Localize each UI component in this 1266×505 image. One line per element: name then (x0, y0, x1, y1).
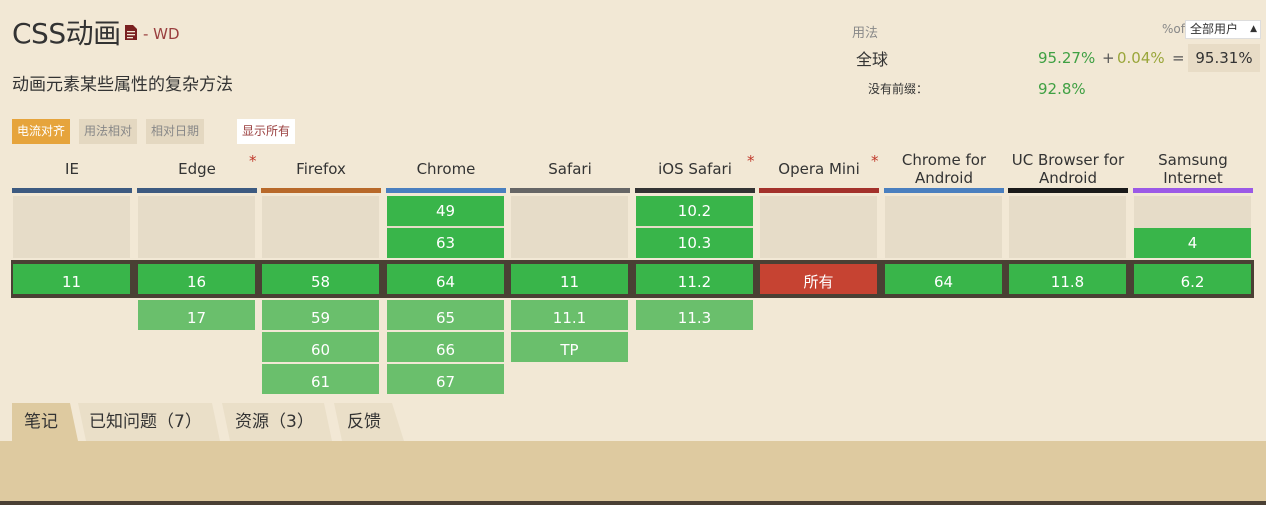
current-version-cell[interactable]: 11.2 (636, 264, 753, 294)
tab-known-issues[interactable]: 已知问题（7） (89, 412, 202, 432)
tab-feedback[interactable]: 反馈 (347, 412, 381, 432)
version-cell[interactable]: 63 (387, 228, 504, 258)
future-version-cell[interactable]: 66 (387, 332, 504, 362)
past-versions-bg (138, 196, 255, 258)
usage-label: 用法 (852, 26, 879, 41)
notes-panel (0, 441, 1266, 501)
user-scope-value: 全部用户 (1190, 22, 1239, 36)
past-versions-bg (262, 196, 379, 258)
current-version-cell[interactable]: 16 (138, 264, 255, 294)
future-version-cell[interactable]: 11.1 (511, 300, 628, 330)
future-version-cell[interactable]: 17 (138, 300, 255, 330)
browser-bar-chrome (386, 188, 506, 193)
browser-name-ie: IE (65, 160, 79, 178)
supported-percent: 95.27% (1038, 49, 1096, 67)
browser-name-chrome-for-android: Chrome for Android (901, 151, 987, 187)
future-version-cell[interactable]: 65 (387, 300, 504, 330)
version-cell[interactable]: 49 (387, 196, 504, 226)
browser-name-safari: Safari (548, 160, 592, 178)
filter-current-aligned[interactable]: 电流对齐 (12, 119, 71, 144)
current-version-cell[interactable]: 64 (885, 264, 1002, 294)
feature-description: 动画元素某些属性的复杂方法 (12, 75, 233, 95)
show-all-button[interactable]: 显示所有 (237, 119, 296, 144)
info-tabs: 笔记 已知问题（7） 资源（3） 反馈 (0, 403, 1266, 441)
current-version-cell[interactable]: 11 (511, 264, 628, 294)
past-versions-bg (885, 196, 1002, 258)
tab-shapes (12, 403, 404, 441)
future-version-cell[interactable]: 61 (262, 364, 379, 394)
browser-bar-samsung-internet (1133, 188, 1253, 193)
browser-name-samsung-internet: Samsung Internet (1158, 151, 1228, 187)
percent-of-label: %of (1162, 22, 1185, 36)
future-version-cell[interactable]: 11.3 (636, 300, 753, 330)
unprefixed-percent: 92.8% (1038, 80, 1086, 98)
filter-date-relative[interactable]: 相对日期 (146, 119, 205, 144)
spec-status[interactable]: - WD (143, 25, 180, 43)
browser-bar-ios-safari (635, 188, 755, 193)
browser-name-chrome: Chrome (416, 160, 476, 178)
current-version-cell[interactable]: 11 (13, 264, 130, 294)
current-version-cell[interactable]: 11.8 (1009, 264, 1126, 294)
equals-sign: = (1172, 49, 1185, 67)
browser-bar-chrome-for-android (884, 188, 1004, 193)
current-version-cell[interactable]: 64 (387, 264, 504, 294)
browser-bar-ie (12, 188, 132, 193)
total-percent: 95.31% (1188, 44, 1260, 72)
tab-notes[interactable]: 笔记 (24, 412, 58, 432)
current-version-cell[interactable]: 所有 (760, 264, 877, 294)
partial-percent: 0.04% (1117, 49, 1165, 67)
past-versions-bg (511, 196, 628, 258)
browser-bar-uc-browser-for-android (1008, 188, 1128, 193)
select-caret-icon: ▲ (1250, 24, 1257, 34)
browser-bar-safari (510, 188, 630, 193)
browser-bar-edge (137, 188, 257, 193)
future-version-cell[interactable]: 60 (262, 332, 379, 362)
page-title: CSS动画 (12, 17, 121, 50)
past-versions-bg (1009, 196, 1126, 258)
version-cell[interactable]: 10.3 (636, 228, 753, 258)
browser-bar-opera-mini (759, 188, 879, 193)
document-icon[interactable] (125, 25, 137, 40)
current-version-cell[interactable]: 58 (262, 264, 379, 294)
future-version-cell[interactable]: 67 (387, 364, 504, 394)
user-scope-select[interactable]: 全部用户 ▲ (1185, 20, 1261, 39)
note-star-icon[interactable]: * (871, 152, 879, 170)
past-versions-bg (13, 196, 130, 258)
global-label: 全球 (856, 50, 889, 69)
browser-name-firefox: Firefox (296, 160, 346, 178)
bottom-divider (0, 501, 1266, 505)
browser-name-ios-safari: iOS Safari (658, 160, 732, 178)
unprefixed-label: 没有前缀： (868, 82, 929, 96)
current-version-cell[interactable]: 6.2 (1134, 264, 1251, 294)
filter-usage-relative[interactable]: 用法相对 (79, 119, 138, 144)
browser-name-edge: Edge (178, 160, 216, 178)
browser-name-opera-mini: Opera Mini (778, 160, 860, 178)
tab-resources[interactable]: 资源（3） (235, 412, 314, 432)
plus-sign: + (1102, 49, 1115, 67)
browser-bar-firefox (261, 188, 381, 193)
note-star-icon[interactable]: * (747, 152, 755, 170)
version-cell[interactable]: 4 (1134, 228, 1251, 258)
future-version-cell[interactable]: TP (511, 332, 628, 362)
past-versions-bg (760, 196, 877, 258)
future-version-cell[interactable]: 59 (262, 300, 379, 330)
note-star-icon[interactable]: * (249, 152, 257, 170)
browser-name-uc-browser-for-android: UC Browser for Android (1011, 151, 1125, 187)
version-cell[interactable]: 10.2 (636, 196, 753, 226)
